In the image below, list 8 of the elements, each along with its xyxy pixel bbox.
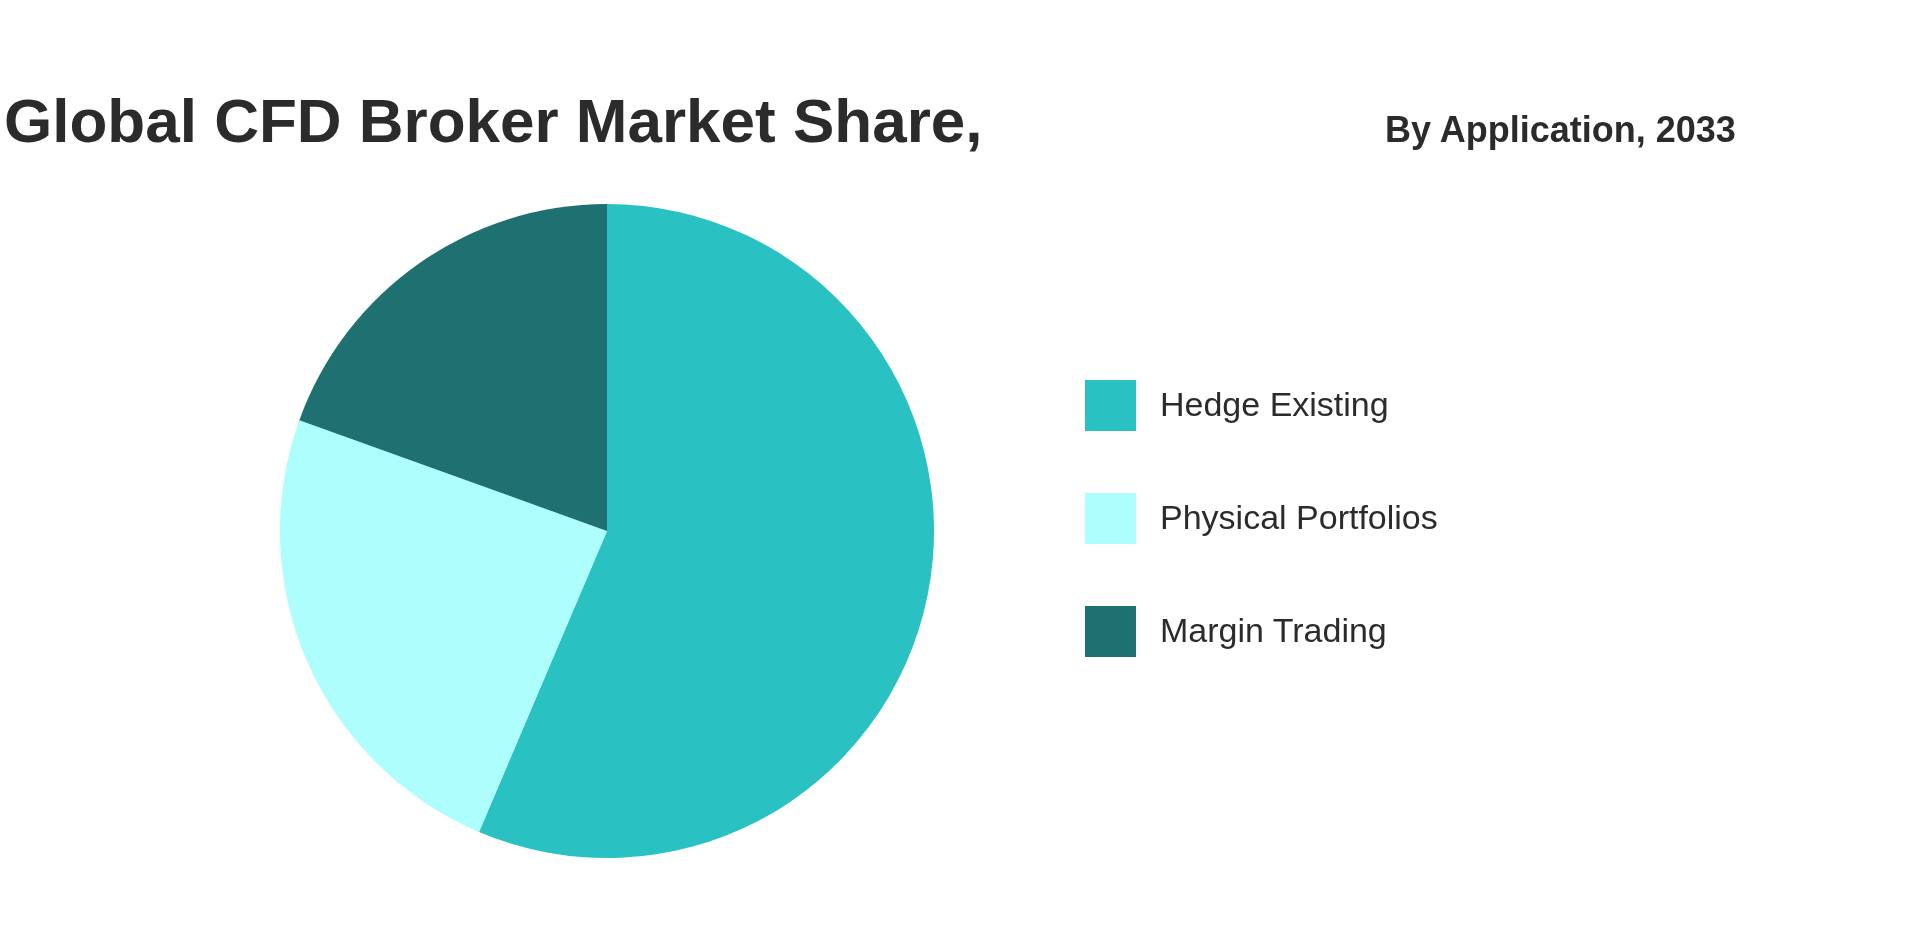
- legend-label: Hedge Existing: [1160, 384, 1389, 423]
- chart-title: Global CFD Broker Market Share,: [4, 86, 983, 155]
- pie-slice: [299, 204, 607, 531]
- legend-label: Physical Portfolios: [1160, 497, 1438, 536]
- legend-label: Margin Trading: [1160, 610, 1387, 649]
- pie-slice: [280, 420, 607, 832]
- text: By Application, 2033: [1385, 109, 1736, 150]
- pie-slice: [479, 204, 934, 858]
